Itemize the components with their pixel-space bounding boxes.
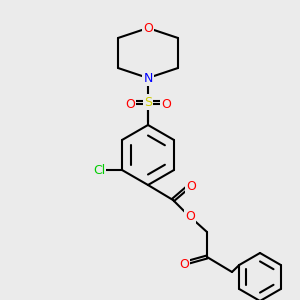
- Text: O: O: [185, 211, 195, 224]
- Text: O: O: [186, 179, 196, 193]
- Text: O: O: [179, 257, 189, 271]
- Text: O: O: [125, 98, 135, 110]
- Text: S: S: [144, 95, 152, 109]
- Text: O: O: [143, 22, 153, 34]
- Text: N: N: [143, 71, 153, 85]
- Text: O: O: [161, 98, 171, 110]
- Text: Cl: Cl: [93, 164, 105, 176]
